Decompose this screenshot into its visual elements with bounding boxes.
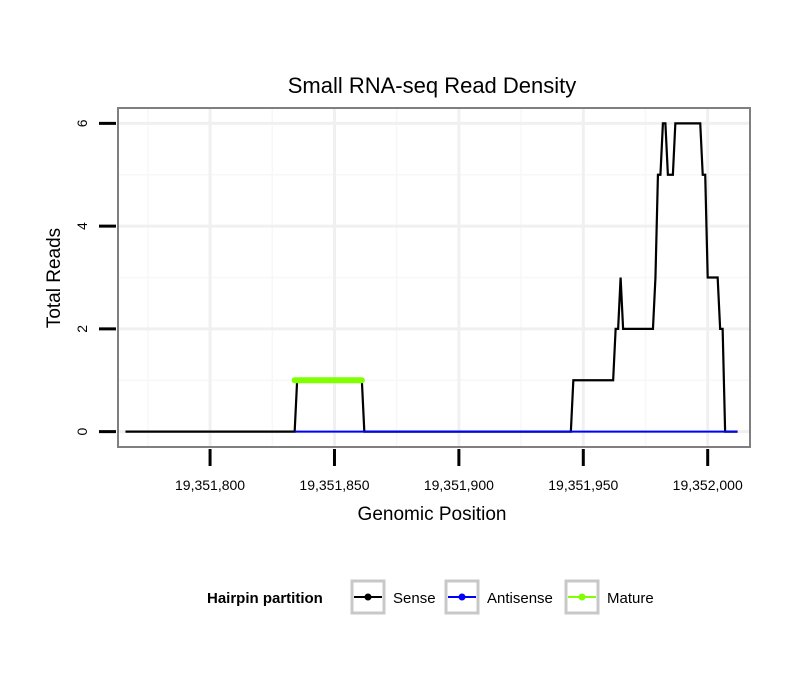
legend-label: Antisense	[487, 590, 553, 607]
x-tick-label: 19,352,000	[673, 477, 743, 493]
y-tick-label: 6	[74, 119, 90, 127]
legend-label: Sense	[393, 590, 436, 607]
y-tick-label: 2	[74, 325, 90, 333]
legend-item-mature: Mature	[564, 579, 654, 615]
x-tick-label: 19,351,900	[424, 477, 494, 493]
legend-item-sense: Sense	[350, 579, 436, 615]
plot-panel	[117, 107, 751, 448]
y-tick-label: 4	[74, 222, 90, 230]
x-axis: 19,351,800 19,351,850 19,351,900 19,351,950…	[175, 449, 743, 493]
legend-item-antisense: Antisense	[444, 579, 553, 615]
legend-key-point	[364, 593, 372, 601]
legend-key-point	[578, 593, 586, 601]
legend-key-point	[458, 593, 466, 601]
chart-title: Small RNA-seq Read Density	[288, 73, 577, 98]
legend-label: Mature	[607, 590, 654, 607]
y-axis-title: Total Reads	[44, 228, 65, 328]
legend-title: Hairpin partition	[207, 590, 323, 607]
x-tick-label: 19,351,850	[299, 477, 369, 493]
series-layer	[125, 122, 738, 433]
legend: Hairpin partition Sense Antisense Mature	[207, 579, 654, 615]
x-axis-title: Genomic Position	[358, 504, 507, 525]
x-tick-label: 19,351,950	[548, 477, 618, 493]
y-tick-label: 0	[74, 427, 90, 435]
y-axis: 0 2 4 6	[74, 119, 116, 435]
x-tick-label: 19,351,800	[175, 477, 245, 493]
